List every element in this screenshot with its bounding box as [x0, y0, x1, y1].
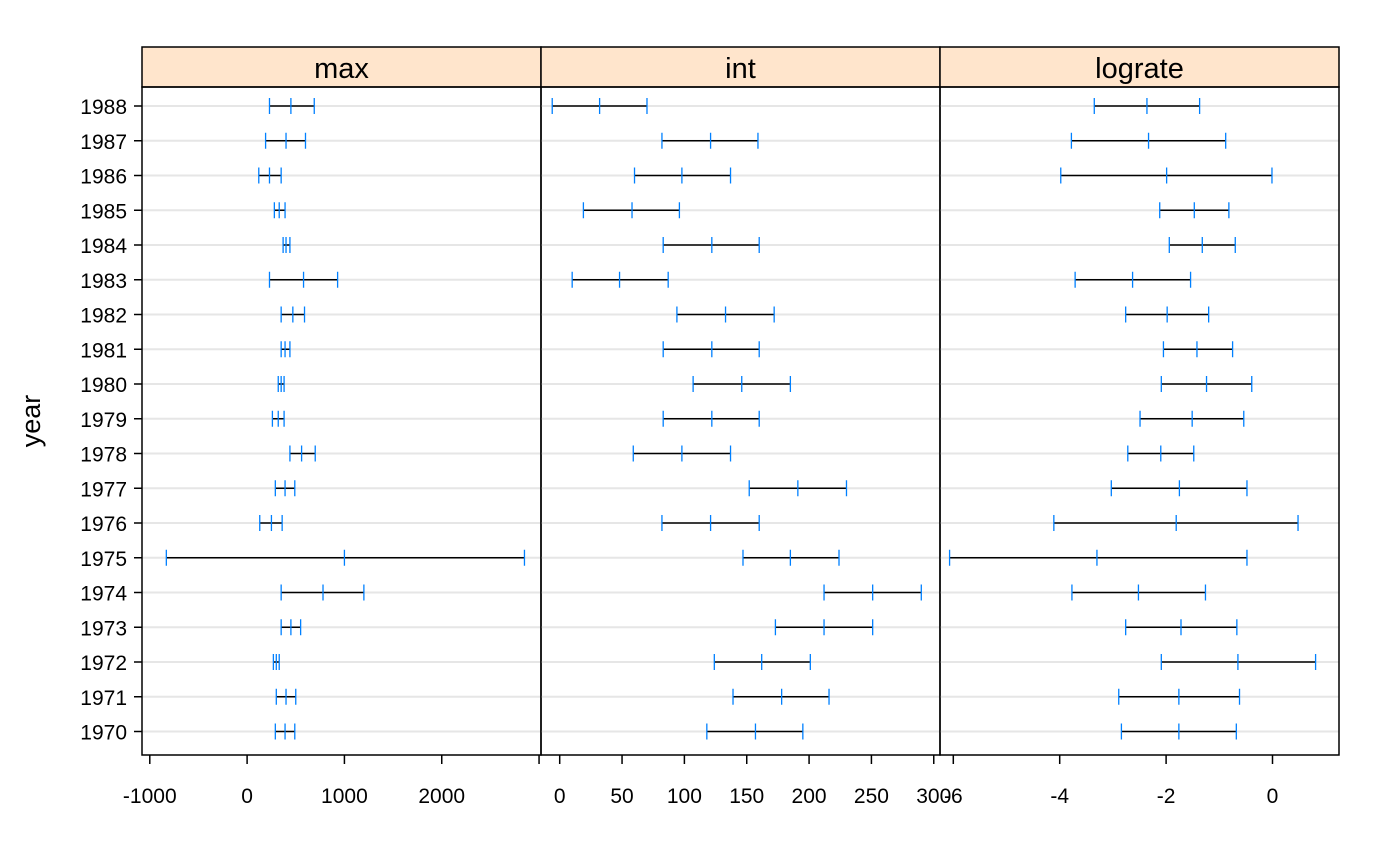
y-tick-label: 1978 — [80, 444, 127, 467]
x-tick-label: 2000 — [418, 785, 465, 808]
panel-strip-label: max — [314, 53, 369, 85]
x-tick-label: -2 — [1157, 785, 1176, 808]
y-tick-label: 1976 — [80, 513, 127, 536]
y-tick-label: 1980 — [80, 374, 127, 397]
x-tick-label: 150 — [729, 785, 764, 808]
y-tick-label: 1974 — [80, 583, 127, 606]
x-tick-label: -1000 — [123, 785, 177, 808]
panel-strip — [939, 46, 1340, 88]
x-tick-label: 250 — [854, 785, 889, 808]
x-tick-label: 50 — [610, 785, 633, 808]
y-axis-title: year — [16, 395, 46, 448]
y-tick-label: 1975 — [80, 548, 127, 571]
y-tick-label: 1970 — [80, 722, 127, 745]
x-tick-label: 100 — [667, 785, 702, 808]
x-tick-label: -4 — [1050, 785, 1069, 808]
y-tick-label: 1988 — [80, 96, 127, 119]
panel-strip — [141, 46, 542, 88]
y-tick-label: 1983 — [80, 270, 127, 293]
panel-frame — [141, 86, 542, 756]
panel-frame — [540, 86, 941, 756]
x-tick-label: 0 — [241, 785, 253, 808]
panel-strip-label: int — [725, 53, 756, 85]
y-tick-label: 1979 — [80, 409, 127, 432]
y-tick-label: 1984 — [80, 235, 127, 258]
x-tick-label: 0 — [1267, 785, 1279, 808]
y-tick-label: 1981 — [80, 339, 127, 362]
x-tick-label: 300 — [916, 785, 951, 808]
y-tick-label: 1977 — [80, 478, 127, 501]
x-tick-label: 1000 — [321, 785, 368, 808]
y-tick-label: 1985 — [80, 200, 127, 223]
y-tick-label: 1987 — [80, 131, 127, 154]
y-tick-label: 1972 — [80, 652, 127, 675]
panel-frame — [939, 86, 1340, 756]
panel-strip-label: lograte — [1095, 53, 1184, 85]
y-tick-label: 1986 — [80, 166, 127, 189]
x-tick-label: 0 — [554, 785, 566, 808]
x-tick-label: 200 — [792, 785, 827, 808]
y-tick-label: 1971 — [80, 687, 127, 710]
x-tick-label: -6 — [944, 785, 963, 808]
y-tick-label: 1982 — [80, 305, 127, 328]
y-tick-label: 1973 — [80, 617, 127, 640]
